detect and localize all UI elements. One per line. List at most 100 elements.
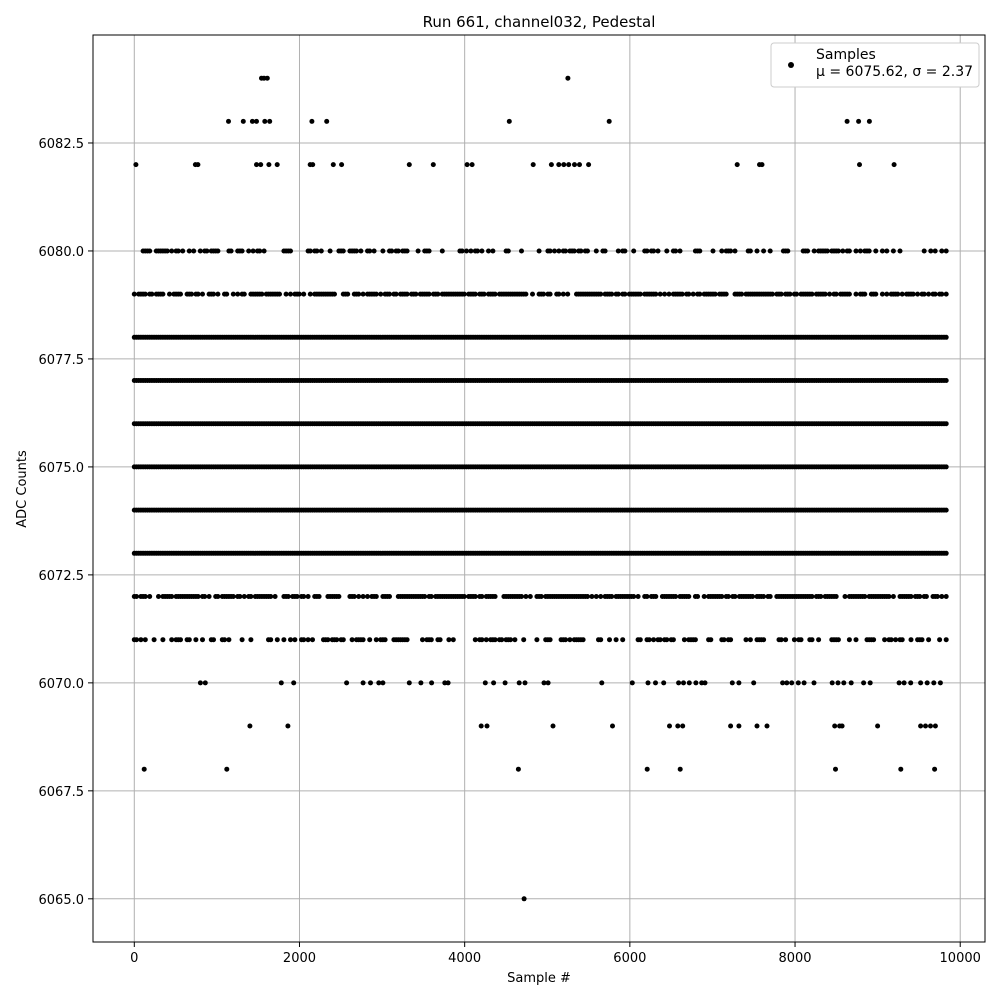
data-point <box>459 248 465 254</box>
data-point <box>248 594 254 599</box>
data-point <box>288 637 293 643</box>
data-point <box>571 248 577 254</box>
data-point <box>899 291 905 297</box>
data-point <box>301 594 307 599</box>
data-point <box>879 248 885 254</box>
data-point <box>228 248 234 254</box>
data-point <box>134 637 139 643</box>
x-tick-label: 10000 <box>940 951 981 966</box>
data-point <box>277 291 282 297</box>
data-point <box>686 594 692 599</box>
data-point <box>226 118 231 124</box>
data-point <box>561 162 567 168</box>
data-point <box>739 291 745 297</box>
data-point <box>309 118 315 124</box>
data-point <box>415 248 421 254</box>
data-point <box>160 637 166 643</box>
data-point <box>502 680 508 686</box>
data-point <box>898 766 904 772</box>
data-point <box>197 248 203 254</box>
data-point <box>142 594 148 599</box>
data-point <box>426 248 432 254</box>
data-point <box>358 248 364 254</box>
data-point <box>428 637 434 643</box>
data-point <box>664 248 670 254</box>
data-point <box>259 291 265 297</box>
data-point <box>692 637 698 643</box>
data-point <box>657 291 663 297</box>
data-point <box>928 248 934 254</box>
data-point <box>186 637 192 643</box>
data-point <box>479 594 485 599</box>
data-point <box>783 637 789 643</box>
data-point <box>801 680 807 686</box>
data-point <box>578 248 584 254</box>
data-point <box>310 637 315 643</box>
data-point <box>620 637 626 643</box>
data-point <box>356 594 362 599</box>
data-point <box>932 766 938 772</box>
data-point <box>437 637 443 643</box>
data-point <box>527 594 533 599</box>
data-point <box>515 766 521 772</box>
data-point <box>653 291 659 297</box>
data-point <box>888 637 894 643</box>
data-point <box>853 291 859 297</box>
data-point <box>833 291 839 297</box>
data-point <box>577 162 582 168</box>
data-point <box>380 248 386 254</box>
data-point <box>853 248 859 254</box>
data-point <box>211 637 216 643</box>
data-point <box>413 291 419 297</box>
data-point <box>556 291 562 297</box>
data-point <box>769 291 775 297</box>
data-point <box>862 291 868 297</box>
data-point <box>534 637 540 643</box>
data-point <box>767 594 773 599</box>
data-point <box>325 637 331 643</box>
legend-series-name: Samples <box>816 47 876 63</box>
data-point <box>204 248 210 254</box>
data-point <box>686 291 692 297</box>
data-point <box>818 594 824 599</box>
data-point <box>547 291 553 297</box>
data-point <box>548 162 554 168</box>
data-point <box>235 291 241 297</box>
data-point <box>266 162 272 168</box>
x-tick-label: 8000 <box>778 951 811 966</box>
data-point <box>250 248 256 254</box>
data-point <box>824 248 830 254</box>
data-point <box>908 594 914 599</box>
data-point <box>268 637 274 643</box>
data-point <box>191 248 197 254</box>
data-point <box>875 723 881 729</box>
legend-box <box>770 42 980 88</box>
data-point <box>593 594 599 599</box>
data-point <box>747 637 753 643</box>
data-point <box>871 637 877 643</box>
data-point <box>376 680 382 686</box>
data-point <box>835 637 841 643</box>
data-point <box>890 248 896 254</box>
data-point <box>478 723 484 729</box>
data-point <box>484 723 490 729</box>
data-point <box>846 637 852 643</box>
data-point <box>832 723 838 729</box>
data-point <box>866 248 872 254</box>
data-point <box>835 680 841 686</box>
data-point <box>519 594 524 599</box>
data-point <box>764 723 770 729</box>
data-point <box>899 637 905 643</box>
data-point <box>908 680 914 686</box>
data-point <box>681 680 686 686</box>
data-point <box>901 680 907 686</box>
data-point <box>563 637 568 643</box>
data-point <box>345 291 351 297</box>
data-point <box>149 291 155 297</box>
data-point <box>428 594 434 599</box>
data-point <box>943 378 949 383</box>
data-point <box>446 637 452 643</box>
data-point <box>873 291 879 297</box>
data-point <box>809 594 815 599</box>
data-point <box>809 291 815 297</box>
